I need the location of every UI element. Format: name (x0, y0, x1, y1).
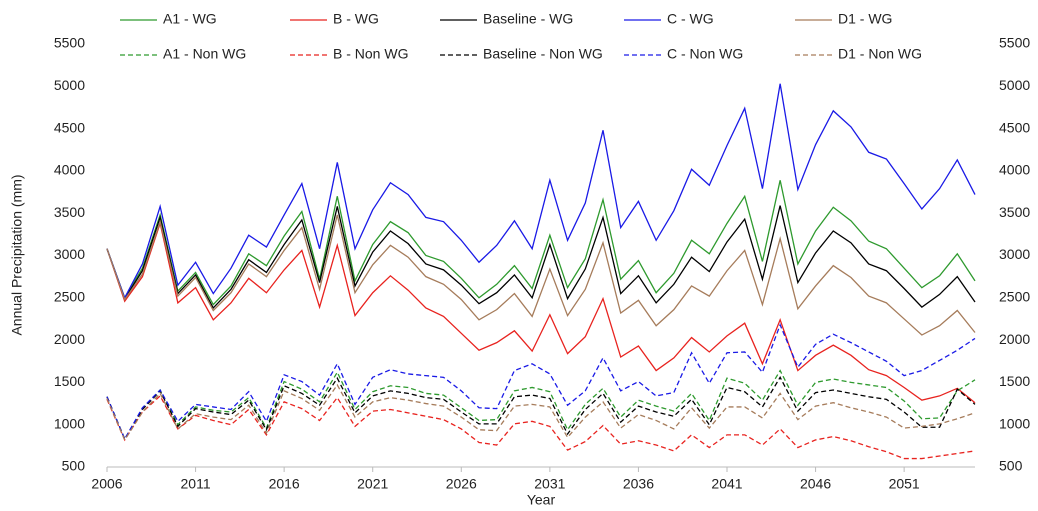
x-tick-label: 2021 (357, 476, 388, 492)
series-line (106, 205, 976, 310)
y2-tick-label: 5000 (999, 77, 1030, 93)
y2-tick-label: 3500 (999, 204, 1030, 220)
x-tick-label: 2026 (446, 476, 477, 492)
series-line (106, 214, 976, 336)
series-line (106, 220, 976, 404)
legend-label: Baseline - Non WG (483, 46, 603, 62)
y-tick-label: 4000 (54, 162, 85, 178)
y-tick-label: 500 (62, 458, 86, 474)
y2-tick-label: 3000 (999, 246, 1030, 262)
y2-tick-label: 1500 (999, 373, 1030, 389)
y-tick-label: 3500 (54, 204, 85, 220)
legend-label: C - WG (667, 11, 714, 27)
series-line (106, 323, 976, 441)
series-line (106, 369, 976, 441)
x-axis-title: Year (527, 492, 556, 508)
x-tick-label: 2016 (269, 476, 300, 492)
legend-label: A1 - Non WG (163, 46, 246, 62)
x-tick-label: 2006 (91, 476, 122, 492)
y2-tick-label: 500 (999, 458, 1023, 474)
y-tick-label: 3000 (54, 246, 85, 262)
y-tick-label: 1000 (54, 415, 85, 431)
series-line (106, 375, 976, 441)
y2-tick-label: 2500 (999, 289, 1030, 305)
legend-label: D1 - WG (838, 11, 892, 27)
legend-label: A1 - WG (163, 11, 217, 27)
y-axis-title: Annual Precipitation (mm) (9, 174, 25, 335)
y2-tick-label: 4500 (999, 119, 1030, 135)
legend-label: C - Non WG (667, 46, 743, 62)
x-tick-label: 2031 (534, 476, 565, 492)
legend-label: B - WG (333, 11, 379, 27)
y-tick-label: 2500 (54, 289, 85, 305)
legend-label: B - Non WG (333, 46, 408, 62)
series-line (106, 383, 976, 442)
y2-tick-label: 1000 (999, 415, 1030, 431)
y-tick-label: 5500 (54, 35, 85, 51)
y-tick-label: 4500 (54, 119, 85, 135)
y-tick-label: 5000 (54, 77, 85, 93)
y2-tick-label: 5500 (999, 35, 1030, 51)
series-line (106, 394, 976, 460)
x-tick-label: 2011 (181, 476, 211, 492)
series-line (106, 180, 976, 306)
y2-tick-label: 2000 (999, 331, 1030, 347)
legend-label: D1 - Non WG (838, 46, 922, 62)
legend-label: Baseline - WG (483, 11, 573, 27)
series-line (106, 83, 976, 300)
x-tick-label: 2046 (800, 476, 831, 492)
y2-tick-label: 4000 (999, 162, 1030, 178)
y-tick-label: 1500 (54, 373, 85, 389)
x-tick-label: 2036 (623, 476, 654, 492)
x-tick-label: 2041 (711, 476, 742, 492)
x-tick-label: 2051 (889, 476, 920, 492)
y-tick-label: 2000 (54, 331, 85, 347)
